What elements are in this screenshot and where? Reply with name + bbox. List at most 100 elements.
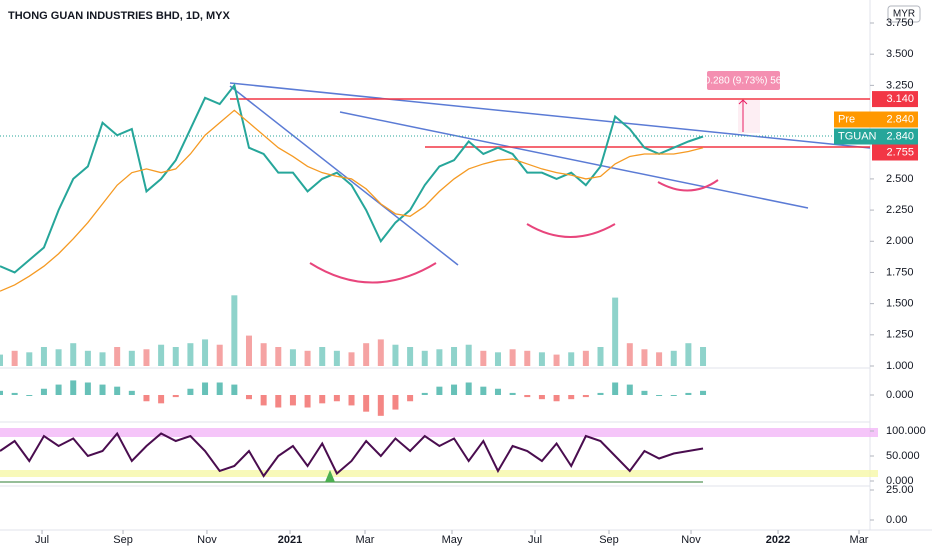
volume-bar (451, 347, 458, 366)
macd-bar (333, 395, 340, 402)
price-label: 2.840 (886, 130, 914, 142)
macd-bar (319, 395, 326, 404)
measure-arrow (738, 99, 748, 105)
volume-bar (158, 344, 165, 366)
macd-bar (480, 386, 487, 395)
y-tick-label: 100.000 (886, 425, 926, 437)
x-tick-label: Sep (113, 534, 133, 546)
volume-bar (363, 343, 370, 366)
macd-bar (0, 390, 3, 395)
volume-bar (348, 352, 355, 366)
y-tick-label: 1.000 (886, 360, 914, 372)
x-tick-label: Nov (681, 534, 701, 546)
macd-bar (70, 380, 77, 395)
macd-bar (494, 388, 501, 395)
volume-bar (685, 343, 692, 366)
x-tick-label: Jul (528, 534, 542, 546)
y-tick-label: 0.000 (886, 389, 914, 401)
volume-bar (568, 352, 575, 366)
volume-bar (143, 349, 150, 366)
volume-bar (202, 339, 209, 366)
volume-bar (700, 347, 707, 366)
macd-bar (158, 395, 165, 404)
price-label-box (834, 111, 918, 128)
arc (657, 179, 719, 192)
macd-bar (685, 392, 692, 395)
volume-bar (187, 343, 194, 366)
volume-bar (597, 347, 604, 366)
volume-bar (275, 347, 282, 366)
y-tick-label: 2.250 (886, 204, 914, 216)
volume-bar (231, 295, 238, 366)
volume-bar (465, 344, 472, 366)
measure-label: 0.280 (9.73%) 56 (705, 76, 782, 87)
macd-bar (128, 390, 135, 395)
macd-bar (407, 395, 414, 402)
x-tick-label: 2022 (766, 534, 790, 546)
macd-bar (524, 395, 531, 398)
volume-bar (26, 352, 33, 366)
volume-bar (289, 349, 296, 366)
macd-bar (582, 395, 589, 398)
volume-bar (656, 352, 663, 366)
price-label-name: TGUAN (838, 130, 877, 142)
volume-bar (553, 354, 560, 366)
volume-bar (494, 352, 501, 366)
currency: MYR (893, 9, 915, 20)
volume-bar (524, 350, 531, 366)
x-tick-label: Mar (850, 534, 869, 546)
price-label-box (834, 128, 918, 145)
price-label-box (872, 144, 918, 161)
volume-bar (612, 297, 619, 366)
macd-bar (509, 392, 516, 395)
macd-bar (202, 382, 209, 395)
volume-bar (509, 349, 516, 366)
volume-bar (392, 344, 399, 366)
macd-bar (55, 384, 62, 395)
volume-bar (421, 350, 428, 366)
volume-bar (377, 339, 384, 366)
macd-bar (451, 384, 458, 395)
x-tick-label: Nov (197, 534, 217, 546)
volume-bar (84, 350, 91, 366)
y-tick-label: 3.250 (886, 79, 914, 91)
macd-bar (11, 392, 18, 395)
volume-bar (480, 350, 487, 366)
y-tick-label: 3.500 (886, 48, 914, 60)
price-label-box (872, 91, 918, 108)
y-tick-label: 50.000 (886, 450, 920, 462)
trendline (229, 82, 871, 149)
macd-bar (612, 382, 619, 395)
trendline (339, 111, 809, 209)
volume-bar (436, 349, 443, 366)
macd-bar (641, 390, 648, 395)
macd-bar (40, 388, 47, 395)
macd-bar (99, 384, 106, 395)
x-tick-label: 2021 (278, 534, 302, 546)
macd-bar (172, 395, 179, 398)
volume-bar (114, 347, 121, 366)
volume-bar (55, 349, 62, 366)
arc (309, 262, 437, 284)
x-tick-label: May (442, 534, 463, 546)
volume-bar (319, 347, 326, 366)
macd-bar (465, 382, 472, 395)
volume-bar (128, 350, 135, 366)
stoch-marker (325, 470, 335, 482)
volume-bar (70, 343, 77, 366)
volume-bar (626, 343, 633, 366)
y-tick-label: 2.000 (886, 235, 914, 247)
macd-bar (626, 384, 633, 395)
volume-bar (538, 352, 545, 366)
volume-bar (641, 349, 648, 366)
currency-box (887, 5, 921, 23)
macd-bar (597, 392, 604, 395)
volume-bar (304, 350, 311, 366)
volume-bar (260, 343, 267, 366)
macd-bar (187, 388, 194, 395)
macd-bar (289, 395, 296, 406)
macd-bar (26, 395, 33, 396)
macd-bar (538, 395, 545, 400)
price-label-name: Pre (838, 113, 855, 125)
